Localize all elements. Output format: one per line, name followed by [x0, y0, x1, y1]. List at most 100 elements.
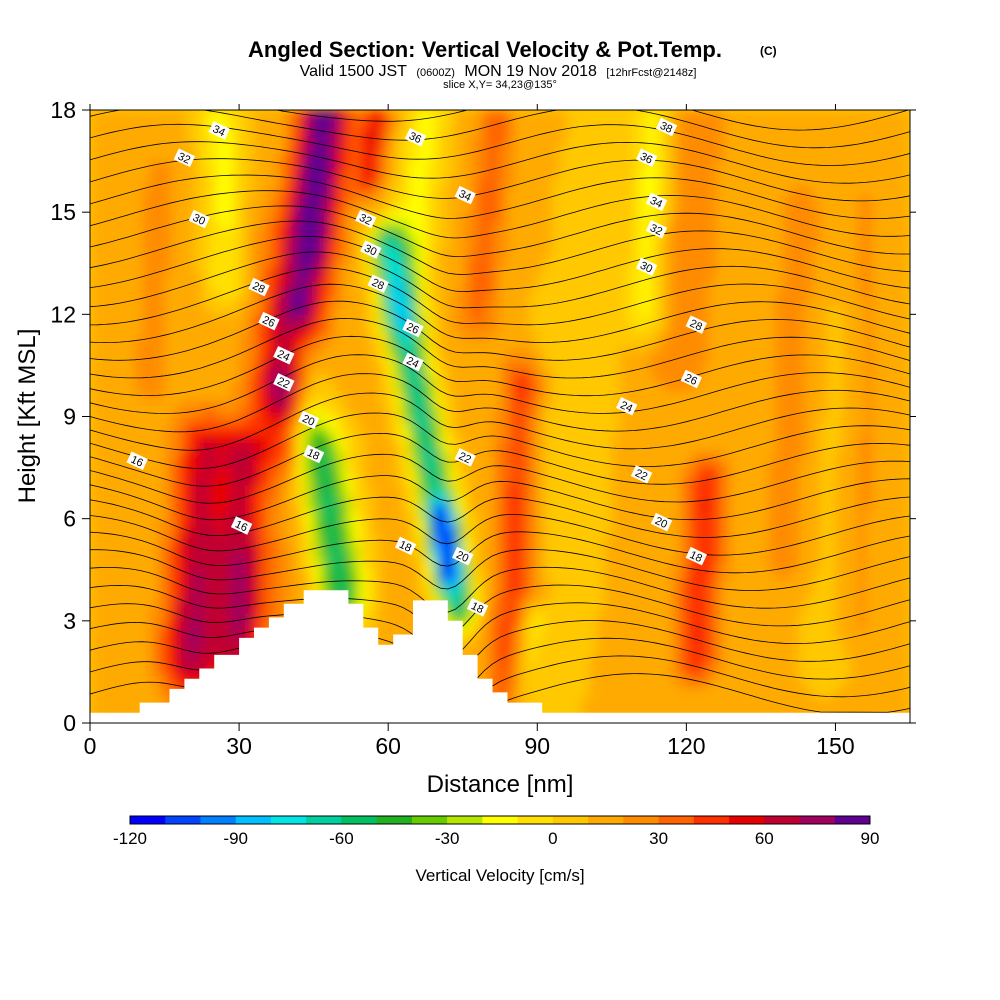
- velocity-cell: [254, 586, 263, 596]
- velocity-cell: [119, 186, 128, 196]
- velocity-cell: [298, 237, 307, 247]
- velocity-cell: [90, 118, 99, 128]
- velocity-cell: [112, 305, 121, 315]
- velocity-cell: [291, 586, 300, 596]
- velocity-cell: [500, 527, 509, 537]
- velocity-cell: [97, 186, 106, 196]
- velocity-cell: [164, 569, 173, 579]
- velocity-cell: [365, 229, 374, 239]
- velocity-cell: [246, 271, 255, 281]
- velocity-cell: [596, 595, 605, 605]
- velocity-cell: [224, 399, 233, 409]
- velocity-cell: [492, 416, 501, 426]
- velocity-cell: [410, 288, 419, 298]
- velocity-cell: [358, 365, 367, 375]
- velocity-cell: [447, 237, 456, 247]
- velocity-cell: [567, 450, 576, 460]
- velocity-cell: [373, 416, 382, 426]
- velocity-cell: [276, 254, 285, 264]
- velocity-cell: [142, 161, 151, 171]
- velocity-cell: [179, 144, 188, 154]
- velocity-cell: [492, 586, 501, 596]
- velocity-cell: [403, 561, 412, 571]
- velocity-cell: [268, 348, 277, 358]
- velocity-cell: [134, 365, 143, 375]
- velocity-cell: [522, 510, 531, 520]
- velocity-cell: [529, 348, 538, 358]
- velocity-cell: [157, 297, 166, 307]
- velocity-cell: [172, 544, 181, 554]
- velocity-cell: [552, 169, 561, 179]
- velocity-cell: [157, 408, 166, 418]
- velocity-cell: [291, 433, 300, 443]
- velocity-cell: [455, 510, 464, 520]
- velocity-cell: [239, 391, 248, 401]
- velocity-cell: [127, 220, 136, 230]
- velocity-cell: [567, 552, 576, 562]
- velocity-cell: [179, 654, 188, 664]
- velocity-cell: [373, 161, 382, 171]
- velocity-cell: [455, 408, 464, 418]
- velocity-cell: [582, 144, 591, 154]
- velocity-cell: [201, 305, 210, 315]
- velocity-cell: [477, 229, 486, 239]
- velocity-cell: [336, 399, 345, 409]
- velocity-cell: [112, 161, 121, 171]
- velocity-cell: [350, 476, 359, 486]
- velocity-cell: [552, 586, 561, 596]
- velocity-cell: [104, 169, 113, 179]
- velocity-cell: [470, 271, 479, 281]
- velocity-cell: [522, 161, 531, 171]
- velocity-cell: [559, 408, 568, 418]
- velocity-cell: [567, 510, 576, 520]
- velocity-cell: [194, 535, 203, 545]
- velocity-cell: [514, 254, 523, 264]
- velocity-cell: [500, 288, 509, 298]
- velocity-cell: [582, 382, 591, 392]
- velocity-cell: [231, 484, 240, 494]
- velocity-cell: [142, 254, 151, 264]
- velocity-cell: [477, 237, 486, 247]
- velocity-cell: [97, 527, 106, 537]
- velocity-cell: [529, 314, 538, 324]
- velocity-cell: [470, 169, 479, 179]
- velocity-cell: [380, 518, 389, 528]
- velocity-cell: [134, 425, 143, 435]
- velocity-cell: [313, 118, 322, 128]
- velocity-cell: [574, 612, 583, 622]
- velocity-cell: [127, 552, 136, 562]
- velocity-cell: [119, 229, 128, 239]
- velocity-cell: [283, 220, 292, 230]
- velocity-cell: [201, 365, 210, 375]
- velocity-cell: [507, 620, 516, 630]
- velocity-cell: [268, 544, 277, 554]
- velocity-cell: [97, 169, 106, 179]
- velocity-cell: [552, 612, 561, 622]
- velocity-cell: [589, 288, 598, 298]
- velocity-cell: [403, 152, 412, 162]
- velocity-cell: [567, 254, 576, 264]
- velocity-cell: [179, 382, 188, 392]
- velocity-cell: [440, 186, 449, 196]
- velocity-cell: [410, 467, 419, 477]
- velocity-cell: [492, 535, 501, 545]
- velocity-cell: [231, 118, 240, 128]
- velocity-cell: [574, 246, 583, 256]
- velocity-cell: [522, 186, 531, 196]
- velocity-cell: [224, 561, 233, 571]
- velocity-cell: [403, 195, 412, 205]
- velocity-cell: [328, 408, 337, 418]
- velocity-cell: [552, 408, 561, 418]
- velocity-cell: [574, 510, 583, 520]
- velocity-cell: [239, 271, 248, 281]
- velocity-cell: [343, 186, 352, 196]
- velocity-cell: [492, 118, 501, 128]
- velocity-cell: [194, 271, 203, 281]
- velocity-cell: [298, 373, 307, 383]
- velocity-cell: [596, 706, 605, 716]
- velocity-cell: [365, 373, 374, 383]
- velocity-cell: [142, 178, 151, 188]
- velocity-cell: [298, 280, 307, 290]
- velocity-cell: [179, 612, 188, 622]
- velocity-cell: [455, 297, 464, 307]
